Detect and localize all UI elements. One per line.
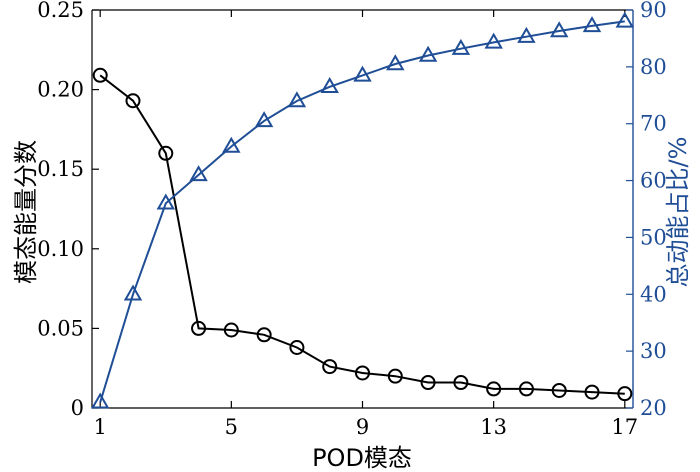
energy-fraction-point — [355, 365, 370, 381]
energy-fraction-point — [518, 381, 534, 397]
right-axis-title: 总动能占比/% — [664, 137, 692, 288]
energy-fraction-point — [322, 359, 338, 375]
energy-fraction-point — [486, 381, 502, 397]
energy-fraction-point — [387, 368, 403, 384]
cumulative-energy-point — [90, 392, 110, 409]
y-left-tick-label: 0.10 — [37, 237, 84, 261]
y-right-tick-label: 80 — [640, 55, 667, 79]
cumulative-energy-point — [320, 76, 339, 93]
y-left-tick-label: 0 — [71, 396, 84, 420]
energy-fraction-point — [158, 145, 174, 161]
energy-fraction-point — [125, 93, 141, 109]
x-tick-label: 5 — [225, 415, 238, 439]
ticks-layer: 1 5 9 13 17 0 0.05 0.10 0.15 0.20 0.25 20 30 40 50 60 70… — [37, 0, 667, 439]
energy-fraction-point — [420, 375, 436, 391]
y-right-tick-label: 50 — [640, 225, 667, 249]
cumulative-energy-line — [99, 20, 625, 403]
y-right-tick-label: 70 — [640, 112, 667, 136]
cumulative-energy-point — [287, 91, 307, 108]
energy-fraction-point — [223, 322, 239, 338]
y-right-tick-label: 60 — [640, 169, 667, 193]
x-tick-label: 9 — [356, 415, 369, 439]
cumulative-energy-point — [615, 11, 635, 28]
y-right-tick-label: 40 — [640, 282, 667, 306]
y-left-tick-label: 0.20 — [37, 78, 84, 102]
energy-fraction-point — [92, 67, 108, 83]
cumulative-energy-point — [582, 16, 602, 33]
series-layer — [90, 11, 635, 409]
cumulative-energy-point — [484, 32, 503, 49]
x-axis-title: POD模态 — [312, 444, 412, 472]
left-axis-title: 模态能量分数 — [12, 140, 40, 284]
cumulative-energy-point — [418, 45, 438, 62]
cumulative-energy-point — [156, 193, 176, 210]
energy-fraction-point — [256, 327, 272, 343]
energy-fraction-point — [617, 386, 633, 402]
energy-fraction-point — [289, 340, 305, 356]
energy-fraction-point — [551, 382, 567, 398]
cumulative-energy-point — [386, 54, 405, 71]
energy-fraction-point — [191, 320, 207, 336]
cumulative-energy-point — [517, 26, 536, 43]
energy-fraction-point — [453, 375, 469, 391]
cumulative-energy-point — [451, 38, 471, 55]
x-tick-label: 13 — [480, 415, 507, 439]
cumulative-energy-point — [254, 111, 274, 128]
y-right-tick-label: 30 — [640, 339, 667, 363]
energy-fraction-point — [584, 384, 600, 400]
y-left-tick-label: 0.05 — [37, 316, 84, 340]
y-right-tick-label: 20 — [640, 396, 667, 420]
y-right-tick-label: 90 — [640, 0, 667, 22]
cumulative-energy-point — [222, 136, 241, 153]
x-tick-label: 17 — [611, 415, 638, 439]
cumulative-energy-point — [123, 284, 143, 301]
cumulative-energy-point — [353, 65, 372, 82]
cumulative-energy-point — [549, 21, 569, 38]
y-left-tick-label: 0.25 — [37, 0, 84, 22]
y-left-tick-label: 0.15 — [37, 157, 84, 181]
cumulative-energy-point — [189, 165, 208, 182]
energy-fraction-line — [99, 74, 625, 395]
x-tick-label: 1 — [94, 415, 107, 439]
